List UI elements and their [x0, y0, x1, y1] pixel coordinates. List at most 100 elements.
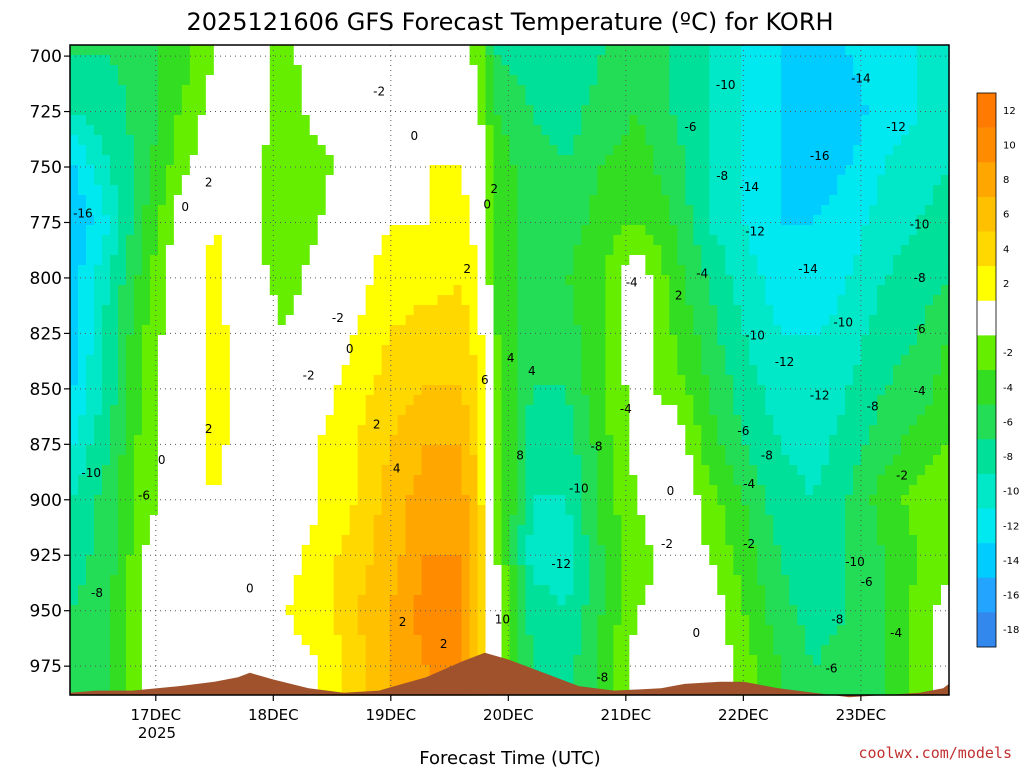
- temperature-cell: [717, 105, 726, 116]
- temperature-cell: [509, 215, 519, 226]
- temperature-cell: [645, 465, 654, 476]
- temperature-cell: [525, 345, 535, 356]
- temperature-cell: [277, 435, 287, 446]
- temperature-cell: [125, 185, 135, 196]
- temperature-cell: [181, 315, 191, 326]
- temperature-cell: [237, 395, 247, 406]
- temperature-cell: [925, 45, 934, 56]
- temperature-cell: [197, 75, 207, 86]
- temperature-cell: [245, 405, 255, 416]
- temperature-cell: [637, 345, 646, 356]
- temperature-cell: [77, 145, 87, 156]
- temperature-cell: [597, 465, 606, 476]
- temperature-cell: [189, 365, 199, 376]
- temperature-cell: [213, 445, 223, 456]
- temperature-cell: [693, 365, 702, 376]
- temperature-cell: [189, 95, 199, 106]
- temperature-cell: [173, 325, 183, 336]
- temperature-cell: [629, 225, 638, 236]
- temperature-cell: [189, 135, 199, 146]
- temperature-cell: [133, 395, 143, 406]
- temperature-cell: [701, 235, 710, 246]
- temperature-cell: [109, 315, 119, 326]
- temperature-cell: [70, 245, 79, 256]
- temperature-cell: [893, 475, 902, 486]
- temperature-cell: [805, 465, 814, 476]
- temperature-cell: [749, 215, 758, 226]
- temperature-cell: [845, 225, 854, 236]
- temperature-cell: [637, 75, 646, 86]
- temperature-cell: [381, 415, 391, 426]
- temperature-cell: [597, 185, 606, 196]
- temperature-cell: [837, 355, 846, 366]
- temperature-cell: [381, 175, 391, 186]
- temperature-cell: [93, 465, 103, 476]
- temperature-cell: [269, 315, 279, 326]
- temperature-cell: [221, 255, 231, 266]
- temperature-cell: [853, 425, 862, 436]
- temperature-cell: [173, 225, 183, 236]
- temperature-cell: [797, 445, 806, 456]
- temperature-cell: [141, 185, 151, 196]
- temperature-cell: [365, 325, 375, 336]
- temperature-cell: [749, 345, 758, 356]
- temperature-cell: [293, 115, 303, 126]
- temperature-cell: [645, 315, 654, 326]
- temperature-cell: [557, 465, 567, 476]
- temperature-cell: [501, 225, 511, 236]
- temperature-cell: [509, 485, 519, 496]
- temperature-cell: [197, 185, 207, 196]
- temperature-cell: [757, 165, 766, 176]
- temperature-cell: [685, 285, 694, 296]
- temperature-cell: [557, 395, 567, 406]
- temperature-cell: [909, 485, 918, 496]
- temperature-cell: [933, 465, 942, 476]
- temperature-cell: [293, 95, 303, 106]
- temperature-cell: [181, 435, 191, 446]
- temperature-cell: [261, 355, 271, 366]
- temperature-cell: [173, 345, 183, 356]
- temperature-cell: [861, 415, 870, 426]
- temperature-cell: [741, 475, 750, 486]
- temperature-cell: [77, 345, 87, 356]
- temperature-cell: [165, 195, 175, 206]
- temperature-cell: [773, 385, 782, 396]
- temperature-cell: [605, 105, 614, 116]
- temperature-cell: [77, 45, 87, 56]
- temperature-cell: [325, 345, 335, 356]
- temperature-cell: [597, 125, 606, 136]
- temperature-cell: [485, 55, 495, 66]
- temperature-cell: [245, 295, 255, 306]
- temperature-cell: [85, 85, 95, 96]
- temperature-cell: [485, 135, 495, 146]
- temperature-cell: [669, 245, 678, 256]
- temperature-cell: [149, 215, 159, 226]
- temperature-cell: [605, 115, 614, 126]
- temperature-cell: [205, 175, 215, 186]
- temperature-cell: [109, 115, 119, 126]
- temperature-cell: [461, 275, 471, 286]
- temperature-cell: [349, 485, 359, 496]
- temperature-cell: [493, 235, 503, 246]
- temperature-cell: [637, 45, 646, 56]
- temperature-cell: [677, 155, 686, 166]
- temperature-cell: [389, 415, 399, 426]
- temperature-cell: [925, 95, 934, 106]
- temperature-cell: [573, 175, 583, 186]
- temperature-cell: [589, 215, 598, 226]
- temperature-cell: [557, 115, 567, 126]
- temperature-cell: [861, 205, 870, 216]
- temperature-cell: [389, 75, 399, 86]
- temperature-cell: [765, 335, 774, 346]
- temperature-cell: [341, 55, 351, 66]
- temperature-cell: [733, 155, 742, 166]
- temperature-cell: [701, 115, 710, 126]
- temperature-cell: [933, 405, 942, 416]
- temperature-cell: [709, 275, 718, 286]
- temperature-cell: [517, 465, 527, 476]
- temperature-cell: [637, 285, 646, 296]
- temperature-cell: [165, 145, 175, 156]
- temperature-cell: [781, 115, 790, 126]
- temperature-cell: [877, 125, 886, 136]
- temperature-cell: [741, 425, 750, 436]
